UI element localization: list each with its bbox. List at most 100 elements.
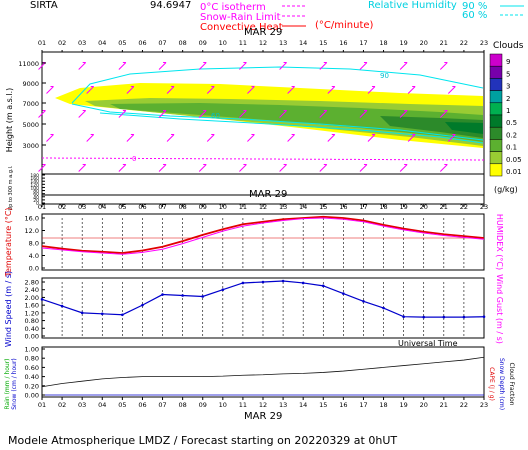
wind-barb bbox=[86, 134, 95, 142]
wind-barb bbox=[46, 86, 54, 94]
ytick-label: 2.00 bbox=[25, 294, 39, 302]
wind-barb bbox=[206, 86, 215, 94]
wind-barb bbox=[118, 164, 127, 172]
hour-tick-label: 09 bbox=[199, 39, 207, 47]
cloudfrac-ylabel: Cloud Fraction bbox=[508, 363, 515, 406]
data-point bbox=[362, 299, 365, 303]
temperature-series bbox=[41, 215, 485, 255]
wind-barb bbox=[158, 110, 167, 118]
hour-tick-label: 07 bbox=[158, 203, 166, 211]
hour-tick-label: 23 bbox=[480, 203, 488, 211]
cloud-legend-value: 5 bbox=[506, 70, 510, 78]
hour-tick-label: 21 bbox=[440, 401, 448, 409]
low-ytick-label: 0 bbox=[36, 201, 39, 207]
station-name: SIRTA bbox=[30, 0, 58, 11]
wind-grid bbox=[41, 282, 485, 336]
ytick-label: 0.00 bbox=[25, 392, 39, 400]
hour-tick-label: 09 bbox=[199, 401, 207, 409]
wind-barb bbox=[407, 86, 416, 94]
data-point bbox=[422, 315, 426, 319]
temperature-grid bbox=[41, 218, 485, 268]
cloud-legend: Clouds 9 5 3 2 1 0.5 0.2 0.1 0.05 0.01 (g/kg) bbox=[489, 41, 524, 194]
wind-barb bbox=[327, 86, 336, 94]
data-point bbox=[60, 304, 64, 308]
data-point bbox=[40, 298, 44, 301]
hour-tick-label: 15 bbox=[319, 401, 327, 409]
wind-series bbox=[40, 279, 486, 319]
hour-tick-label: 22 bbox=[460, 203, 468, 211]
wind-barb bbox=[78, 110, 87, 118]
hour-tick-label: 13 bbox=[279, 203, 287, 211]
hour-tick-label: 05 bbox=[118, 401, 126, 409]
wind-barb bbox=[359, 164, 368, 172]
hour-tick-label: 01 bbox=[38, 39, 46, 47]
cloud-ylabel: Height (m a.s.l.) bbox=[5, 88, 14, 153]
hour-tick-label: 02 bbox=[58, 203, 66, 211]
hour-tick-label: 10 bbox=[219, 39, 227, 47]
snowdepth-ylabel: Snow Depth (cm) bbox=[498, 358, 505, 410]
cloud-legend-swatch bbox=[489, 151, 503, 165]
ytick-label: 0.00 bbox=[25, 333, 39, 341]
wind-barb bbox=[279, 62, 287, 70]
hour-tick-label: 13 bbox=[279, 39, 287, 47]
wind-panel: 2.802.402.001.601.200.800.400.00 Wind Sp… bbox=[4, 271, 504, 347]
hour-tick-label: 23 bbox=[480, 39, 488, 47]
wind-barb bbox=[158, 62, 167, 70]
hour-tick-label: 16 bbox=[339, 203, 347, 211]
wind-barb bbox=[247, 134, 255, 142]
hour-tick-label: 11 bbox=[239, 401, 247, 409]
rain-frame bbox=[41, 346, 485, 398]
wind-barb bbox=[399, 62, 408, 70]
wind-barb bbox=[126, 86, 135, 94]
low-ytick-label: 180 bbox=[30, 173, 39, 179]
hour-tick-label: 05 bbox=[118, 203, 126, 211]
wind-barb bbox=[439, 110, 448, 118]
wind-barb bbox=[287, 134, 295, 142]
low-ytick-label: 140 bbox=[30, 179, 39, 185]
wind-barb bbox=[78, 62, 87, 70]
wind-barb bbox=[319, 62, 328, 70]
hour-tick-label: 15 bbox=[319, 203, 327, 211]
bottom-hour-axis: 01 02 03 04 05 06 07 08 09 10 11 12 13 14 15 16 17 18 19 20… bbox=[38, 397, 488, 409]
legend-rh-60: 60 % bbox=[462, 10, 487, 21]
wind-barb bbox=[198, 164, 207, 172]
ytick-label: 0.0 bbox=[29, 265, 39, 273]
cloud-ytick-label: 7000 bbox=[22, 100, 39, 108]
hour-tick-label: 19 bbox=[399, 203, 407, 211]
cloud-legend-value: 0.5 bbox=[506, 119, 517, 127]
rain-ylabel: Rain (mm / hour) bbox=[4, 358, 11, 409]
wind-barb bbox=[118, 62, 127, 70]
temperature-panel: 16.0 12.0 8.0 4.0 0.0 Temperature (°C) HUMID… bbox=[4, 207, 504, 277]
low-ytick-label: 60 bbox=[33, 192, 39, 198]
cloud-band-darkgreen bbox=[380, 116, 483, 138]
cloud-legend-value: 3 bbox=[506, 83, 510, 91]
cloud-legend-title: Clouds bbox=[493, 41, 524, 51]
wind-barb bbox=[239, 62, 247, 70]
ytick-label: 0.20 bbox=[25, 382, 39, 390]
cloud-legend-swatch bbox=[489, 65, 503, 79]
rain-ticks: 1.000.800.600.400.20 0.00 bbox=[25, 346, 45, 400]
cloud-legend-value: 9 bbox=[506, 58, 510, 66]
bottom-date-label: MAR 29 bbox=[244, 411, 282, 422]
data-point bbox=[161, 293, 164, 296]
hour-tick-label: 21 bbox=[440, 203, 448, 211]
hour-tick-label: 17 bbox=[359, 203, 367, 211]
footer-caption: Modele Atmospherique LMDZ / Forecast sta… bbox=[8, 434, 397, 447]
hour-tick-label: 02 bbox=[58, 401, 66, 409]
wind-barb bbox=[158, 164, 167, 172]
low-ytick-label: 80 bbox=[33, 189, 39, 195]
data-point bbox=[241, 281, 245, 285]
cloud-legend-swatch bbox=[489, 53, 503, 67]
cloud-legend-value: 2 bbox=[506, 95, 510, 103]
data-point bbox=[402, 315, 405, 319]
low-ytick-label: 20 bbox=[33, 198, 39, 204]
series-line bbox=[41, 215, 485, 254]
hour-tick-label: 14 bbox=[299, 203, 307, 211]
cloud-legend-value: 0.1 bbox=[506, 144, 517, 152]
wind-barb bbox=[239, 110, 247, 118]
isotherm-line bbox=[41, 157, 485, 161]
data-point bbox=[80, 311, 84, 315]
snow-ylabel: Snow (cm / hour) bbox=[11, 358, 18, 410]
cloud-legend-value: 0.2 bbox=[506, 131, 517, 139]
